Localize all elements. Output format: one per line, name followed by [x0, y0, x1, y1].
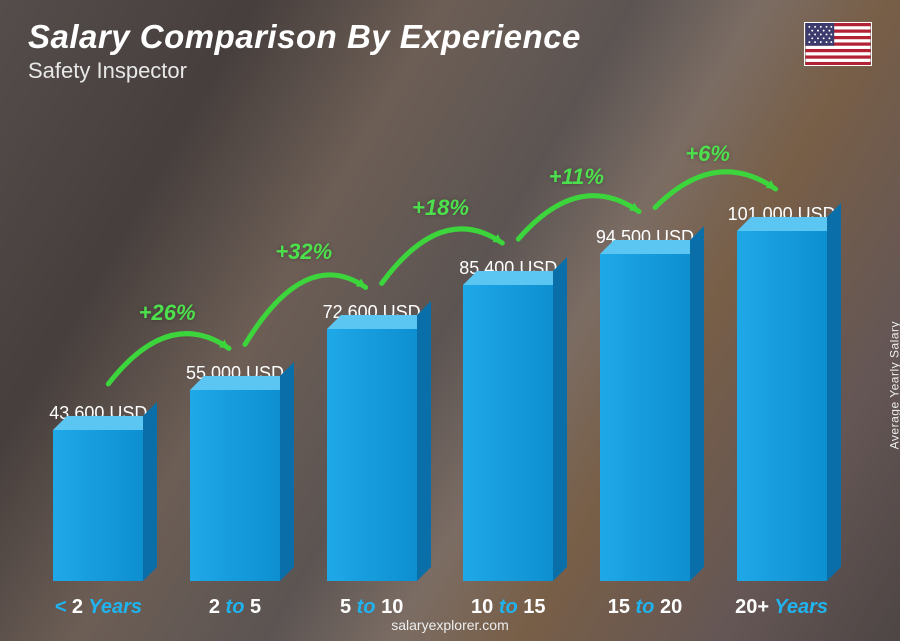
page-subtitle: Safety Inspector	[28, 58, 581, 84]
pct-badge: +18%	[412, 195, 469, 221]
pct-badge: +6%	[685, 141, 730, 167]
pct-arc	[108, 334, 229, 384]
category-label: 5 to 10	[307, 596, 437, 619]
footer-credit: salaryexplorer.com	[0, 617, 900, 633]
pct-badge: +11%	[549, 164, 604, 190]
pct-badge: +26%	[139, 300, 196, 326]
category-label: 10 to 15	[443, 596, 573, 619]
category-label: 2 to 5	[170, 596, 300, 619]
category-label: < 2 Years	[33, 596, 163, 619]
pct-arc	[655, 172, 776, 208]
us-flag-icon	[804, 22, 872, 66]
bar-chart: 43,600 USD 55,000 USD 72,600 USD 85,400 …	[30, 111, 850, 581]
pct-arc	[382, 229, 503, 284]
pct-badge: +32%	[275, 239, 332, 265]
pct-arcs	[30, 111, 850, 581]
y-axis-label: Average Yearly Salary	[887, 321, 900, 449]
header: Salary Comparison By Experience Safety I…	[28, 18, 581, 84]
page-title: Salary Comparison By Experience	[28, 18, 581, 56]
pct-arc	[518, 196, 639, 239]
category-label: 15 to 20	[580, 596, 710, 619]
pct-arc	[245, 275, 366, 345]
category-label: 20+ Years	[717, 596, 847, 619]
